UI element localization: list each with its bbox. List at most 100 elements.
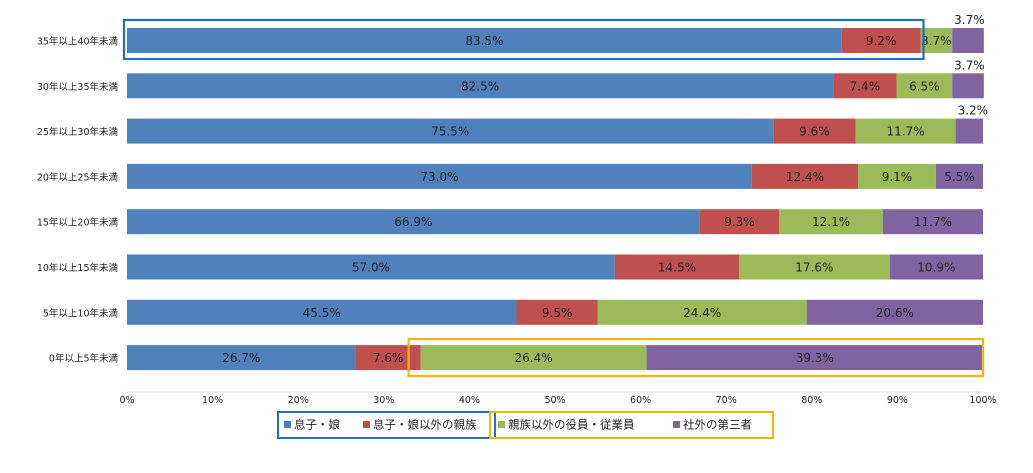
bar-row: 5年以上10年未満 45.5% 9.5% 24.4% 20.6% bbox=[43, 299, 983, 325]
bar-segment bbox=[614, 254, 740, 280]
bar-segment bbox=[896, 73, 953, 99]
data-label: 10.9% bbox=[917, 261, 955, 275]
data-label: 9.1% bbox=[882, 170, 913, 184]
bar-segment bbox=[806, 299, 983, 325]
bar-segment bbox=[833, 73, 897, 99]
bar-segment bbox=[773, 118, 856, 144]
x-tick-label: 50% bbox=[544, 395, 565, 406]
legend-highlight-box bbox=[277, 411, 496, 439]
legend: 息子・娘 息子・娘以外の親族 親族以外の役員・従業員 社外の第三者 bbox=[277, 411, 774, 439]
data-label: 11.7% bbox=[886, 125, 924, 139]
bar-row: 20年以上25年未満 73.0% 12.4% 9.1% 5.5% bbox=[37, 163, 983, 189]
data-label: 12.4% bbox=[786, 170, 824, 184]
data-label: 75.5% bbox=[431, 125, 469, 139]
data-label: 39.3% bbox=[796, 351, 834, 365]
x-tick-label: 30% bbox=[373, 395, 394, 406]
category-label: 35年以上40年未満 bbox=[37, 36, 119, 48]
legend-label: 親族以外の役員・従業員 bbox=[508, 418, 635, 432]
data-label: 45.5% bbox=[303, 306, 341, 320]
bar-segment bbox=[646, 345, 983, 371]
bar-segment bbox=[127, 28, 842, 53]
x-tick-label: 100% bbox=[969, 395, 996, 406]
category-label: 15年以上20年未満 bbox=[37, 217, 119, 229]
x-tick-label: 20% bbox=[288, 395, 309, 406]
legend-swatch bbox=[673, 421, 680, 428]
data-label: 9.6% bbox=[799, 125, 830, 139]
data-label: 5.5% bbox=[944, 170, 975, 184]
data-label: 57.0% bbox=[352, 261, 390, 275]
category-label: 25年以上30年未満 bbox=[37, 126, 119, 138]
legend-label: 社外の第三者 bbox=[683, 418, 752, 432]
data-label: 9.5% bbox=[542, 306, 573, 320]
highlight-box bbox=[407, 338, 985, 378]
bar-row: 10年以上15年未満 57.0% 14.5% 17.6% 10.9% bbox=[37, 254, 983, 280]
category-label: 0年以上5年未満 bbox=[49, 353, 119, 365]
data-label: 73.0% bbox=[420, 170, 458, 184]
data-label: 14.5% bbox=[658, 261, 696, 275]
category-label: 10年以上15年未満 bbox=[37, 262, 119, 274]
bar-row: 35年以上40年未満 83.5% 9.2% 3.7%3.7% bbox=[37, 13, 985, 53]
bar-segment bbox=[751, 163, 859, 189]
data-label: 9.2% bbox=[866, 34, 897, 48]
legend-item: 息子・娘 bbox=[284, 418, 340, 432]
bar-rows: 35年以上40年未満 83.5% 9.2% 3.7%3.7%30年以上35年未満 82.… bbox=[37, 13, 988, 371]
legend-item: 社外の第三者 bbox=[673, 418, 752, 432]
bar-segment bbox=[420, 345, 647, 371]
bar-segment bbox=[355, 345, 421, 371]
bar-segment bbox=[127, 345, 356, 371]
data-label: 3.2% bbox=[958, 104, 989, 118]
bar-row: 30年以上35年未満 82.5% 7.4% 6.5% 3.7% bbox=[37, 58, 985, 99]
legend-swatch bbox=[498, 421, 505, 428]
bar-segment bbox=[516, 299, 598, 325]
legend-label: 息子・娘以外の親族 bbox=[373, 418, 477, 432]
category-label: 20年以上25年未満 bbox=[37, 171, 119, 183]
data-label: 82.5% bbox=[461, 79, 499, 93]
data-label: 66.9% bbox=[394, 215, 432, 229]
bar-row: 0年以上5年未満 26.7% 7.6% 26.4% 39.3% bbox=[49, 345, 983, 371]
bar-segment bbox=[935, 163, 983, 189]
bar-segment bbox=[127, 209, 700, 235]
x-tick-label: 10% bbox=[202, 395, 223, 406]
bar-segment bbox=[127, 118, 774, 144]
highlight-box bbox=[122, 18, 925, 61]
bar-segment bbox=[920, 28, 953, 53]
bar-segment bbox=[855, 118, 956, 144]
bar-segment bbox=[127, 163, 752, 189]
bar-segment bbox=[952, 73, 984, 99]
data-label: 24.4% bbox=[683, 306, 721, 320]
data-label: 26.7% bbox=[222, 351, 260, 365]
bar-segment bbox=[739, 254, 890, 280]
data-label: 7.6% bbox=[373, 351, 404, 365]
data-label: 9.3% bbox=[724, 215, 755, 229]
data-label: 3.7% bbox=[921, 34, 952, 48]
bar-segment bbox=[841, 28, 921, 53]
data-label: 3.7% bbox=[954, 13, 985, 27]
category-label: 30年以上35年未満 bbox=[37, 81, 119, 93]
bar-segment bbox=[127, 254, 615, 280]
legend-item: 親族以外の役員・従業員 bbox=[498, 418, 635, 432]
data-label: 11.7% bbox=[914, 215, 952, 229]
legend-highlight-box bbox=[489, 411, 774, 439]
legend-item: 息子・娘以外の親族 bbox=[363, 418, 477, 432]
data-label: 83.5% bbox=[465, 34, 503, 48]
bar-segment bbox=[699, 209, 780, 235]
data-label: 3.7% bbox=[954, 58, 985, 72]
bar-row: 15年以上20年未満 66.9% 9.3% 12.1% 11.7% bbox=[37, 209, 983, 235]
x-tick-label: 90% bbox=[887, 395, 908, 406]
bar-segment bbox=[952, 28, 984, 53]
data-label: 12.1% bbox=[812, 215, 850, 229]
x-tick-label: 60% bbox=[630, 395, 651, 406]
bar-segment bbox=[858, 163, 936, 189]
bar-segment bbox=[882, 209, 983, 235]
x-tick-label: 80% bbox=[801, 395, 822, 406]
bar-segment bbox=[597, 299, 807, 325]
bar-row: 25年以上30年未満 75.5% 9.6% 11.7% 3.2% bbox=[37, 104, 988, 144]
data-label: 26.4% bbox=[515, 351, 553, 365]
bar-segment bbox=[127, 299, 517, 325]
legend-label: 息子・娘 bbox=[294, 418, 340, 432]
bar-segment bbox=[779, 209, 883, 235]
x-tick-label: 40% bbox=[459, 395, 480, 406]
highlight-boxes bbox=[122, 18, 985, 378]
bar-segment bbox=[127, 73, 834, 99]
